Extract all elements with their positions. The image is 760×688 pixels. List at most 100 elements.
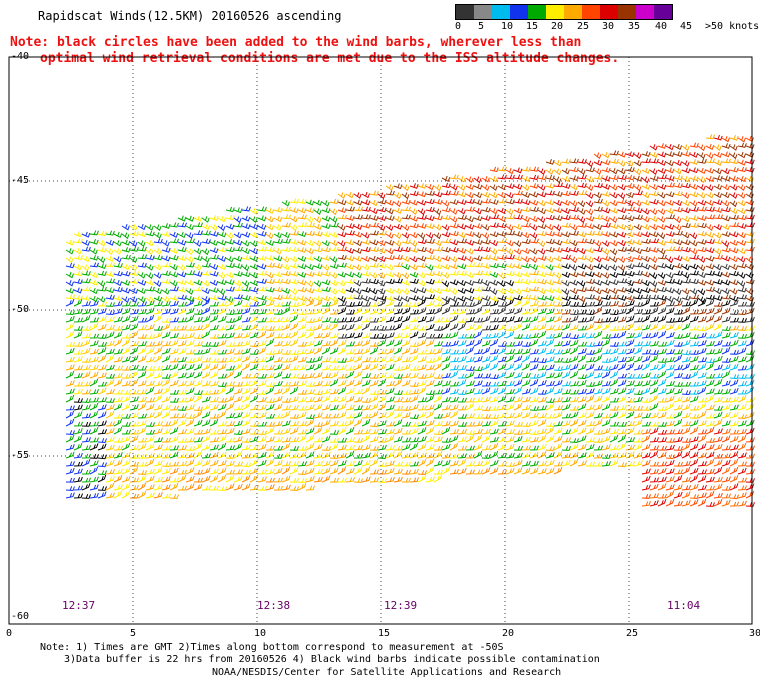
wind-barb bbox=[209, 413, 219, 419]
wind-barb bbox=[729, 387, 739, 395]
wind-barb bbox=[561, 323, 571, 331]
wind-barb bbox=[233, 299, 243, 307]
wind-barb bbox=[329, 222, 339, 228]
wind-barb bbox=[513, 362, 523, 371]
wind-barb bbox=[233, 430, 243, 436]
wind-barb bbox=[281, 427, 291, 435]
wind-barb bbox=[649, 231, 659, 238]
wind-barb bbox=[65, 410, 75, 419]
wind-barb bbox=[665, 438, 675, 443]
wind-barb bbox=[145, 264, 154, 271]
wind-barb bbox=[433, 246, 443, 252]
wind-barb bbox=[321, 270, 331, 277]
wind-barb bbox=[185, 256, 194, 263]
wind-barb bbox=[585, 238, 595, 245]
wind-barb bbox=[465, 434, 475, 443]
wind-barb bbox=[529, 300, 539, 307]
wind-barb bbox=[641, 255, 651, 263]
wind-barb bbox=[393, 322, 403, 331]
wind-barb bbox=[377, 262, 387, 269]
wind-barb bbox=[633, 214, 643, 220]
wind-barb bbox=[601, 272, 610, 279]
wind-barb bbox=[257, 380, 267, 387]
wind-barb bbox=[257, 330, 267, 339]
wind-barb bbox=[81, 231, 91, 238]
wind-barb bbox=[201, 296, 210, 303]
wind-barb bbox=[449, 222, 459, 229]
wind-barb bbox=[105, 379, 115, 387]
wind-barb bbox=[609, 342, 619, 347]
wind-barb bbox=[521, 334, 531, 340]
wind-barb bbox=[73, 428, 83, 435]
wind-barb bbox=[433, 413, 443, 419]
wind-barb bbox=[681, 476, 691, 483]
wind-barb bbox=[529, 445, 539, 451]
wind-barb bbox=[745, 166, 755, 173]
wind-barb bbox=[417, 405, 427, 411]
wind-barb bbox=[185, 223, 195, 231]
wind-barb bbox=[401, 347, 411, 355]
wind-barb bbox=[641, 324, 651, 331]
wind-barb bbox=[89, 421, 99, 427]
wind-barb bbox=[657, 174, 667, 180]
wind-barb bbox=[313, 469, 323, 475]
wind-barb bbox=[225, 460, 235, 467]
wind-barb bbox=[650, 301, 659, 307]
wind-barb bbox=[649, 427, 659, 435]
wind-barb bbox=[145, 484, 155, 491]
wind-barb bbox=[417, 183, 427, 189]
wind-barb bbox=[649, 331, 659, 339]
footnote-2: 3)Data buffer is 22 hrs from 20160526 4)… bbox=[64, 654, 600, 665]
wind-barb bbox=[281, 206, 291, 212]
wind-barb bbox=[121, 254, 131, 260]
wind-barb bbox=[561, 214, 571, 221]
wind-barb bbox=[233, 286, 243, 292]
wind-barb bbox=[593, 214, 603, 220]
wind-barb bbox=[217, 429, 227, 435]
wind-barb bbox=[706, 373, 715, 379]
wind-barb bbox=[617, 411, 627, 419]
wind-barb bbox=[305, 476, 315, 483]
wind-barb bbox=[609, 158, 619, 164]
wind-barb bbox=[233, 255, 243, 262]
wind-barb bbox=[473, 323, 483, 331]
wind-barb bbox=[89, 239, 99, 245]
wind-barb bbox=[601, 317, 611, 323]
wind-barb bbox=[521, 191, 531, 199]
wind-barb bbox=[681, 272, 690, 279]
wind-barb bbox=[137, 341, 147, 347]
wind-barb bbox=[241, 411, 251, 419]
wind-barb bbox=[313, 461, 323, 467]
wind-barb bbox=[225, 332, 235, 339]
wind-barb bbox=[729, 466, 739, 475]
legend-swatch bbox=[618, 5, 636, 19]
wind-barb bbox=[345, 247, 355, 254]
wind-barb bbox=[545, 380, 555, 387]
wind-barb bbox=[409, 215, 419, 222]
wind-barb bbox=[657, 348, 667, 355]
wind-barb bbox=[401, 323, 411, 331]
wind-barb bbox=[97, 462, 107, 468]
wind-barb bbox=[305, 309, 315, 315]
wind-barb bbox=[409, 422, 419, 427]
wind-barb bbox=[649, 280, 658, 288]
wind-barb bbox=[625, 397, 635, 403]
wind-barb bbox=[201, 435, 211, 443]
wind-barb bbox=[385, 264, 394, 271]
wind-barb bbox=[137, 347, 147, 355]
wind-barb bbox=[673, 396, 683, 403]
wind-barb bbox=[537, 288, 546, 295]
wind-barb bbox=[609, 459, 619, 467]
wind-barb bbox=[81, 315, 91, 323]
wind-barb bbox=[217, 255, 227, 262]
wind-barb bbox=[585, 215, 595, 222]
wind-barb bbox=[217, 397, 227, 403]
wind-barb bbox=[489, 288, 498, 296]
wind-barb bbox=[721, 143, 731, 149]
wind-barb bbox=[393, 427, 403, 435]
wind-barb bbox=[273, 232, 282, 239]
wind-barb bbox=[649, 287, 659, 293]
wind-barb bbox=[649, 199, 659, 205]
wind-barb bbox=[601, 419, 611, 427]
wind-barb bbox=[153, 484, 163, 491]
